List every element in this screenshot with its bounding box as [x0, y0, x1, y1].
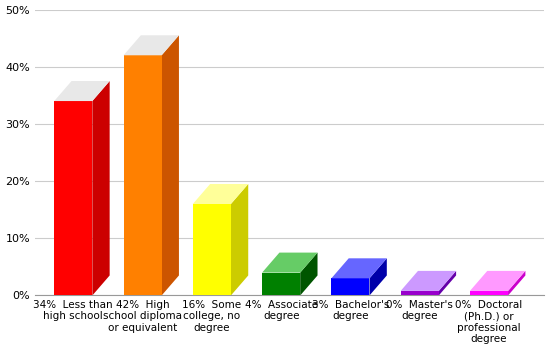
Polygon shape: [400, 271, 456, 291]
Polygon shape: [470, 291, 508, 295]
Polygon shape: [124, 35, 179, 55]
Polygon shape: [39, 0, 541, 9]
Polygon shape: [262, 253, 317, 273]
Polygon shape: [370, 258, 387, 295]
Polygon shape: [124, 55, 162, 295]
Polygon shape: [92, 81, 109, 295]
Polygon shape: [231, 184, 248, 295]
Polygon shape: [439, 271, 456, 295]
Polygon shape: [470, 271, 525, 291]
Polygon shape: [262, 273, 300, 295]
Polygon shape: [400, 291, 439, 295]
Polygon shape: [193, 184, 248, 204]
Polygon shape: [332, 278, 370, 295]
Polygon shape: [54, 101, 92, 295]
Polygon shape: [162, 35, 179, 295]
Polygon shape: [54, 81, 109, 101]
Polygon shape: [193, 204, 231, 295]
Polygon shape: [300, 253, 317, 295]
Polygon shape: [332, 258, 387, 278]
Polygon shape: [508, 271, 525, 295]
